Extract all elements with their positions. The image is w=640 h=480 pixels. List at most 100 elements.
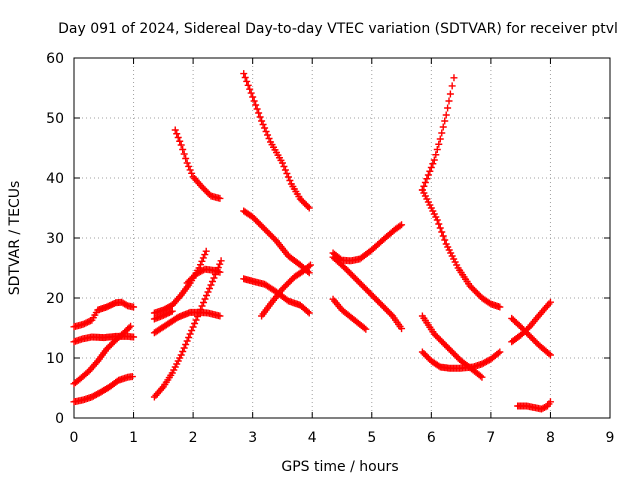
data-point [188, 327, 196, 334]
data-point [360, 324, 368, 332]
data-point [168, 307, 176, 315]
y-tick-label: 40 [46, 171, 64, 187]
data-point [306, 261, 314, 269]
data-point [198, 302, 206, 310]
data-point [436, 224, 444, 232]
y-tick-label: 10 [46, 351, 64, 367]
x-tick-label: 4 [308, 430, 317, 446]
data-series [183, 265, 224, 287]
data-point [259, 121, 267, 128]
data-point [545, 350, 553, 358]
data-point [264, 131, 272, 139]
data-point [442, 111, 450, 119]
data-point [438, 129, 446, 137]
data-point [398, 221, 406, 229]
data-point [186, 330, 194, 338]
y-tick-label: 50 [46, 111, 64, 127]
x-tick-label: 0 [70, 430, 79, 446]
data-point [216, 260, 224, 268]
data-point [305, 262, 313, 270]
data-point [185, 162, 193, 170]
data-point [304, 203, 312, 210]
data-point [441, 236, 449, 244]
data-series [70, 373, 136, 406]
data-series [150, 257, 225, 401]
data-point [396, 222, 404, 230]
x-axis-label: GPS time / hours [281, 459, 398, 475]
data-series [240, 207, 313, 277]
data-point [250, 97, 258, 105]
data-point [286, 177, 294, 184]
data-point [197, 306, 205, 313]
data-point [241, 74, 249, 81]
data-point [200, 299, 208, 306]
data-point [198, 257, 206, 265]
data-point [305, 309, 313, 317]
data-point [179, 146, 187, 153]
data-point [199, 254, 207, 262]
data-point [398, 325, 406, 333]
data-series [514, 398, 554, 413]
data-point [278, 159, 286, 167]
data-point [420, 182, 428, 190]
data-point [436, 135, 444, 143]
data-point [435, 220, 443, 228]
data-point [177, 141, 185, 149]
data-point [439, 232, 447, 240]
data-series [418, 312, 486, 381]
data-point [421, 179, 429, 186]
data-point [217, 257, 225, 265]
data-point [210, 274, 218, 282]
data-point [176, 137, 184, 145]
data-point [207, 281, 215, 289]
data-point [182, 341, 190, 348]
data-point [201, 251, 209, 259]
data-point [247, 89, 255, 97]
data-series [329, 295, 370, 333]
x-tick-label: 2 [189, 430, 198, 446]
data-point [180, 344, 188, 352]
data-point [125, 324, 133, 332]
data-point [284, 173, 292, 181]
data-point [246, 85, 254, 93]
data-point [202, 247, 210, 255]
data-point [128, 373, 136, 381]
data-point [194, 313, 202, 320]
data-series [171, 126, 224, 202]
data-point [173, 130, 181, 138]
x-tick-label: 3 [248, 430, 257, 446]
data-point [494, 349, 502, 357]
data-point [189, 323, 197, 331]
data-point [546, 398, 554, 406]
grid-lines [74, 58, 610, 418]
data-point [188, 169, 196, 177]
data-point [130, 303, 138, 311]
data-point [183, 159, 191, 167]
data-point [546, 298, 554, 306]
x-tick-label: 8 [546, 430, 555, 446]
data-point [432, 151, 440, 159]
y-tick-label: 20 [46, 291, 64, 307]
x-tick-label: 5 [367, 430, 376, 446]
data-point [216, 194, 224, 202]
data-series [258, 261, 314, 320]
data-point [429, 160, 437, 168]
data-series [70, 332, 138, 346]
x-tick-label: 6 [427, 430, 436, 446]
data-point [418, 186, 426, 194]
data-point [305, 204, 313, 212]
data-point [304, 308, 312, 316]
data-point [478, 373, 486, 381]
data-point [240, 70, 248, 78]
data-point [127, 322, 135, 330]
data-point [546, 351, 554, 359]
data-point [249, 93, 257, 101]
data-point [182, 155, 190, 162]
data-point [439, 123, 447, 131]
data-point [265, 135, 273, 142]
data-point [208, 278, 216, 285]
data-point [201, 295, 209, 303]
x-tick-label: 1 [129, 430, 138, 446]
y-tick-label: 60 [46, 51, 64, 67]
data-point [195, 309, 203, 317]
